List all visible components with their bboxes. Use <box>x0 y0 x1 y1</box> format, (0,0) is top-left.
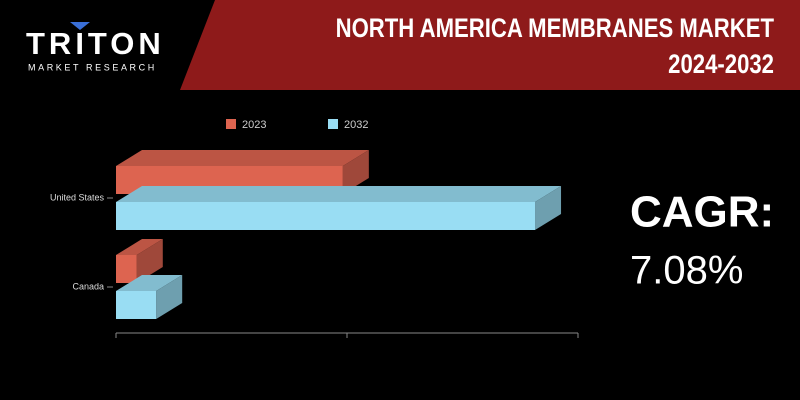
bar-top <box>116 150 369 166</box>
y-tick-label: United States <box>50 192 105 202</box>
y-tick-label: Canada <box>72 281 104 291</box>
legend-swatch <box>226 119 236 129</box>
title-banner <box>180 0 800 90</box>
legend-label: 2032 <box>344 119 368 131</box>
bar-front <box>116 291 157 319</box>
logo-accent <box>70 22 90 30</box>
bar-front <box>116 202 536 230</box>
bar-top <box>116 275 183 291</box>
cagr-value: 7.08% <box>630 249 743 293</box>
logo-name: TRITON <box>26 26 165 61</box>
bar-side <box>136 239 163 283</box>
bar-top <box>116 239 163 255</box>
legend-swatch <box>328 119 338 129</box>
cagr-label: CAGR: <box>630 188 774 237</box>
chart-title: NORTH AMERICA MEMBRANES MARKET <box>336 14 774 44</box>
bar-side <box>342 150 369 194</box>
bar-front <box>116 255 137 283</box>
logo-tagline: MARKET RESEARCH <box>28 62 157 72</box>
chart-subtitle: 2024-2032 <box>668 50 774 80</box>
legend-label: 2023 <box>242 119 266 131</box>
bar-top <box>116 186 562 202</box>
bar-side <box>535 186 562 230</box>
bar-side <box>156 275 183 319</box>
bar <box>116 239 163 283</box>
bar <box>116 275 183 319</box>
bar <box>116 186 562 230</box>
